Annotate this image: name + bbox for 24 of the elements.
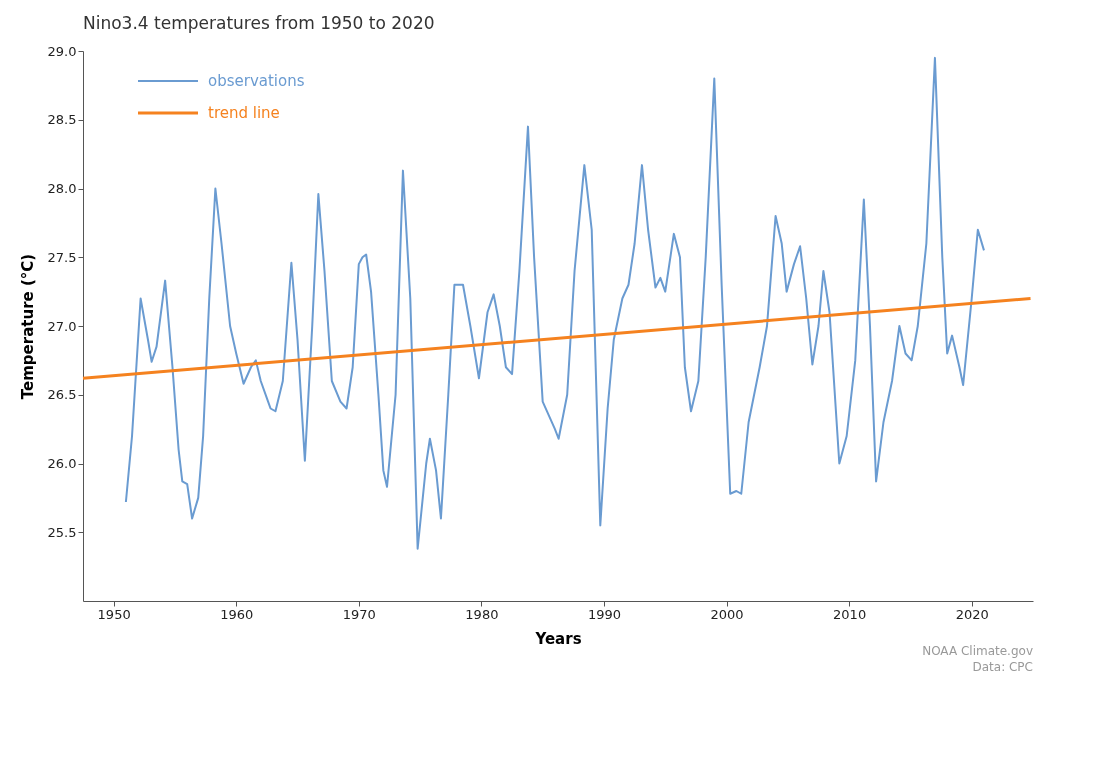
y-tick-label: 27.5 xyxy=(47,249,77,265)
y-tick-label: 25.5 xyxy=(47,524,77,540)
x-tick-label: 1960 xyxy=(220,606,254,622)
line-series xyxy=(124,56,985,550)
x-tick-label: 2010 xyxy=(833,606,867,622)
x-tick-label: 1990 xyxy=(587,606,622,622)
chart-title: Nino3.4 temperatures from 1950 to 2020 xyxy=(83,13,435,33)
x-tick-label: 1980 xyxy=(465,606,499,622)
y-tick-label: 26.0 xyxy=(47,456,77,471)
x-axis-title: Years xyxy=(534,629,582,648)
y-tick-label: 28.5 xyxy=(47,112,77,128)
y-tick-label: 28.0 xyxy=(47,181,77,196)
x-tick-label: 2000 xyxy=(710,606,744,622)
legend-label: observations xyxy=(208,72,305,90)
y-tick-label: 27.0 xyxy=(47,318,77,334)
legend-label: trend line xyxy=(208,104,280,122)
x-tick-label: 2020 xyxy=(955,606,989,622)
text: NOAA Climate.gov xyxy=(922,644,1033,658)
text: Data: CPC xyxy=(972,660,1033,674)
y-axis-title: Temperature (°C) xyxy=(18,253,37,400)
y-tick-label: 26.5 xyxy=(47,387,77,403)
y-tick-label: 29.0 xyxy=(47,43,77,59)
x-tick-label: 1950 xyxy=(97,606,131,622)
x-tick-label: 1970 xyxy=(342,606,376,622)
